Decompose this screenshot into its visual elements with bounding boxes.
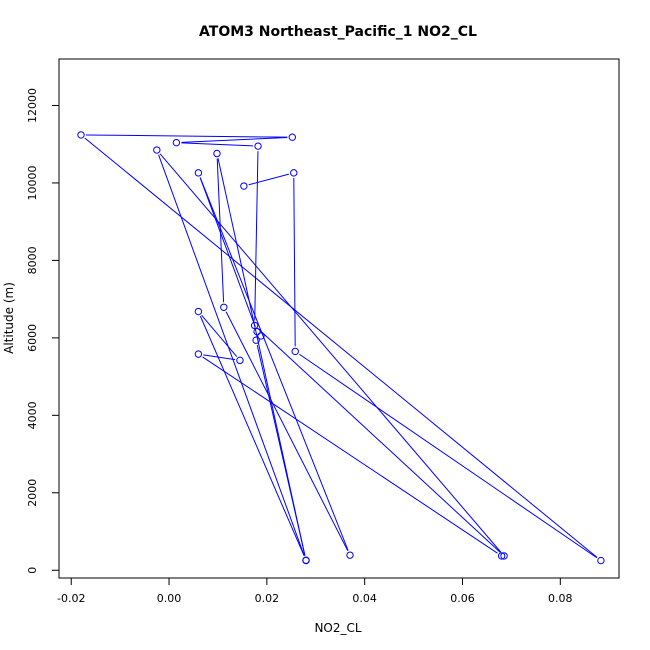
x-tick-label: 0.02 — [255, 592, 280, 605]
data-point — [194, 169, 203, 177]
data-point — [236, 356, 244, 365]
x-tick-label: 0.04 — [352, 592, 377, 605]
series-segment — [199, 315, 305, 556]
data-point — [290, 169, 298, 177]
data-point — [497, 552, 506, 560]
data-point — [213, 149, 221, 158]
series-segment — [216, 158, 225, 303]
data-point — [291, 347, 299, 356]
series-segment — [257, 328, 501, 553]
data-point — [77, 131, 85, 139]
series-segment — [181, 142, 254, 147]
data-point — [500, 552, 508, 560]
chart-title: ATOM3 Northeast_Pacific_1 NO2_CL — [199, 24, 477, 40]
series-segment — [86, 134, 288, 138]
y-tick-label: 0 — [26, 567, 39, 574]
y-tick-label: 4000 — [26, 401, 39, 429]
series-segment — [225, 311, 349, 551]
x-tick-label: 0.08 — [548, 592, 573, 605]
x-axis: -0.02 0.00 0.02 0.04 0.06 0.08 — [57, 577, 573, 605]
series-segment — [84, 137, 598, 558]
data-point — [194, 350, 203, 358]
y-tick-label: 2000 — [26, 479, 39, 507]
data-point — [172, 138, 181, 147]
series-segment — [254, 151, 259, 321]
series-segment — [293, 177, 296, 347]
x-tick-label: -0.02 — [57, 592, 85, 605]
series-segment — [299, 353, 598, 559]
y-axis-label: Altitude (m) — [2, 282, 16, 354]
data-point — [220, 303, 228, 311]
series-segment — [203, 354, 236, 361]
data-point — [250, 321, 259, 330]
data-point — [346, 551, 354, 559]
data-point — [288, 133, 296, 141]
data-point — [253, 327, 261, 336]
data-point — [252, 336, 260, 344]
series-segment — [199, 177, 349, 551]
y-tick-label: 8000 — [26, 246, 39, 274]
series-segment — [202, 356, 498, 554]
series-segment — [199, 177, 256, 328]
plot-frame — [58, 58, 620, 579]
series-segment — [256, 344, 306, 556]
data-point — [240, 182, 248, 190]
series-segment — [248, 173, 290, 186]
x-tick-label: 0.06 — [450, 592, 475, 605]
series-segment — [181, 136, 288, 143]
series-segment — [159, 153, 502, 553]
series-layer — [77, 131, 605, 565]
data-point — [302, 556, 310, 564]
data-point — [194, 307, 203, 316]
y-axis: 0 2000 4000 6000 8000 10000 12000 — [26, 88, 60, 574]
data-point — [257, 332, 265, 340]
data-point — [597, 556, 605, 565]
series-segment — [158, 154, 305, 557]
x-tick-label: 0.00 — [157, 592, 182, 605]
data-point — [254, 142, 262, 150]
series-segment — [201, 315, 238, 357]
x-axis-label: NO2_CL — [314, 621, 361, 635]
data-point — [153, 146, 161, 154]
y-tick-label: 6000 — [26, 324, 39, 352]
y-tick-label: 10000 — [26, 165, 39, 200]
y-tick-label: 12000 — [26, 88, 39, 123]
